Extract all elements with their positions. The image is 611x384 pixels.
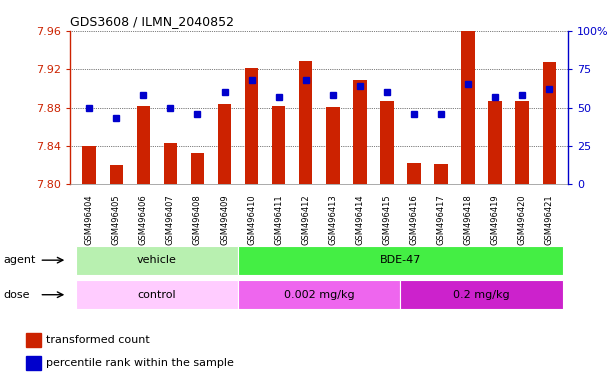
Text: 0.002 mg/kg: 0.002 mg/kg xyxy=(284,290,354,300)
Bar xyxy=(380,101,393,184)
Bar xyxy=(488,101,502,184)
Bar xyxy=(191,152,204,184)
Bar xyxy=(137,106,150,184)
Bar xyxy=(272,106,285,184)
Bar xyxy=(82,146,96,184)
Text: agent: agent xyxy=(3,255,35,265)
Bar xyxy=(76,280,238,309)
Text: GDS3608 / ILMN_2040852: GDS3608 / ILMN_2040852 xyxy=(70,15,234,28)
Bar xyxy=(543,62,556,184)
Bar xyxy=(326,106,340,184)
Bar xyxy=(353,79,367,184)
Text: percentile rank within the sample: percentile rank within the sample xyxy=(46,358,234,368)
Bar xyxy=(461,31,475,184)
Bar xyxy=(238,246,563,275)
Bar xyxy=(245,68,258,184)
Text: BDE-47: BDE-47 xyxy=(380,255,421,265)
Bar xyxy=(407,163,421,184)
Bar xyxy=(164,143,177,184)
Bar xyxy=(299,61,312,184)
Text: transformed count: transformed count xyxy=(46,335,150,345)
Text: vehicle: vehicle xyxy=(137,255,177,265)
Bar xyxy=(109,165,123,184)
Bar xyxy=(238,280,400,309)
Bar xyxy=(218,104,232,184)
Text: control: control xyxy=(137,290,176,300)
Bar xyxy=(434,164,448,184)
Bar xyxy=(516,101,529,184)
Text: 0.2 mg/kg: 0.2 mg/kg xyxy=(453,290,510,300)
Bar xyxy=(400,280,563,309)
Bar xyxy=(76,246,238,275)
Text: dose: dose xyxy=(3,290,29,300)
Bar xyxy=(26,356,41,370)
Bar xyxy=(26,333,41,348)
